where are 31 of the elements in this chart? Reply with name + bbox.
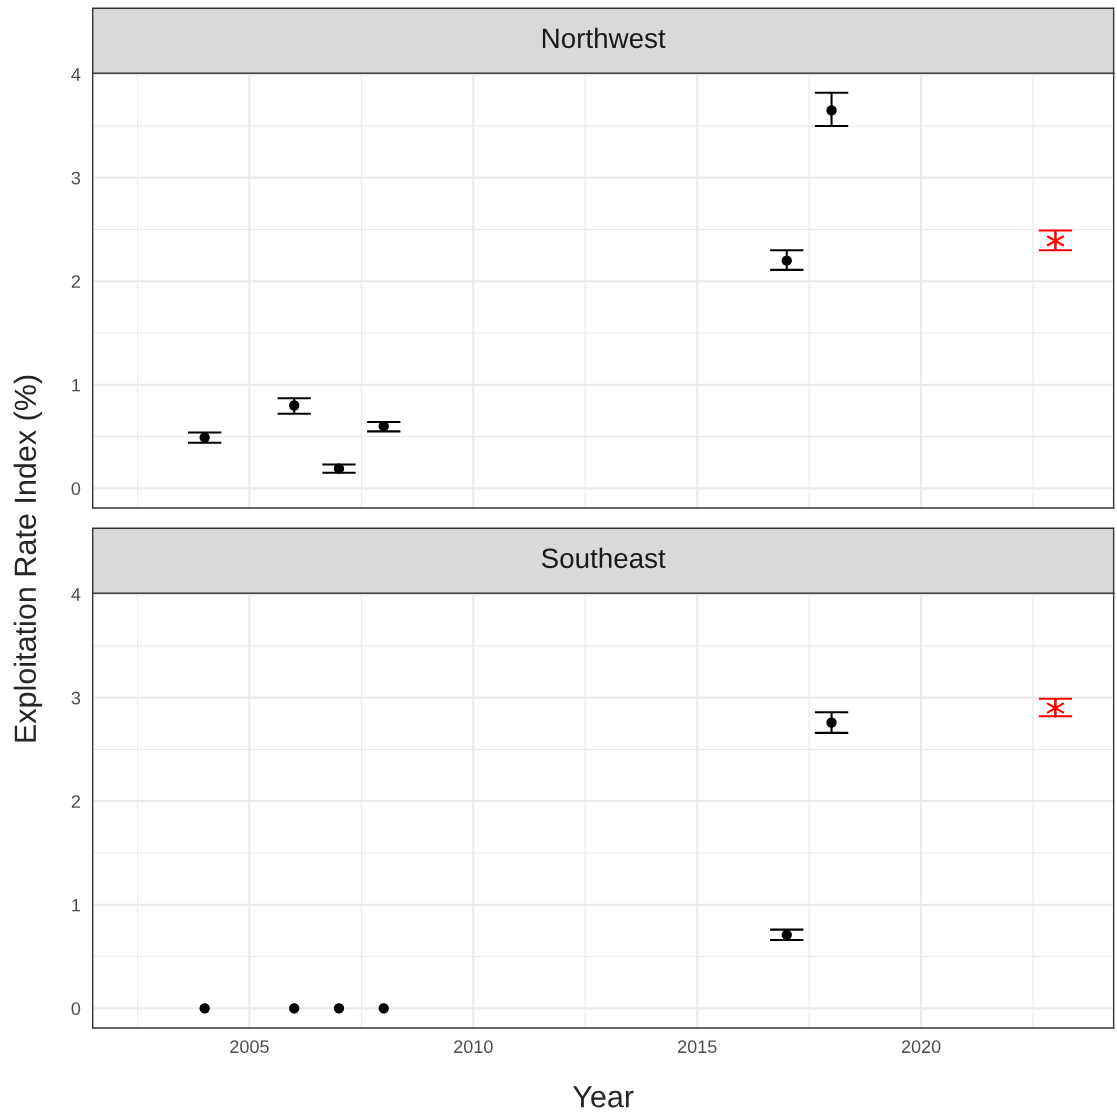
point bbox=[826, 105, 837, 116]
point bbox=[289, 400, 300, 411]
point bbox=[289, 1003, 300, 1014]
y-tick-label: 0 bbox=[71, 482, 81, 496]
x-axis-title: Year bbox=[572, 1086, 634, 1108]
x-tick-label: 2010 bbox=[454, 1040, 493, 1054]
point bbox=[781, 929, 792, 940]
point bbox=[333, 463, 345, 474]
point bbox=[378, 1003, 389, 1014]
x-tick-label: 2020 bbox=[901, 1040, 941, 1054]
y-tick-label: 0 bbox=[71, 1002, 81, 1016]
point bbox=[1046, 698, 1065, 718]
point bbox=[199, 432, 210, 443]
y-tick-label: 4 bbox=[71, 588, 81, 601]
y-tick-label: 2 bbox=[71, 795, 80, 808]
y-tick-label: 3 bbox=[71, 171, 81, 185]
y-axis-title: Exploitation Rate Index (%) bbox=[13, 375, 43, 742]
x-tick-label: 2015 bbox=[678, 1040, 717, 1054]
point bbox=[781, 255, 792, 266]
point bbox=[199, 1003, 210, 1014]
chart-title: Southeast bbox=[541, 547, 666, 569]
y-tick-label: 1 bbox=[72, 378, 81, 392]
chart-title: Northwest bbox=[542, 27, 666, 49]
point bbox=[1046, 231, 1065, 251]
y-tick-label: 4 bbox=[71, 68, 81, 81]
y-tick-label: 3 bbox=[71, 691, 81, 705]
y-tick-label: 1 bbox=[72, 898, 81, 912]
point bbox=[333, 1003, 345, 1014]
x-tick-label: 2005 bbox=[230, 1040, 269, 1054]
point bbox=[826, 717, 837, 728]
y-tick-label: 2 bbox=[71, 275, 80, 288]
